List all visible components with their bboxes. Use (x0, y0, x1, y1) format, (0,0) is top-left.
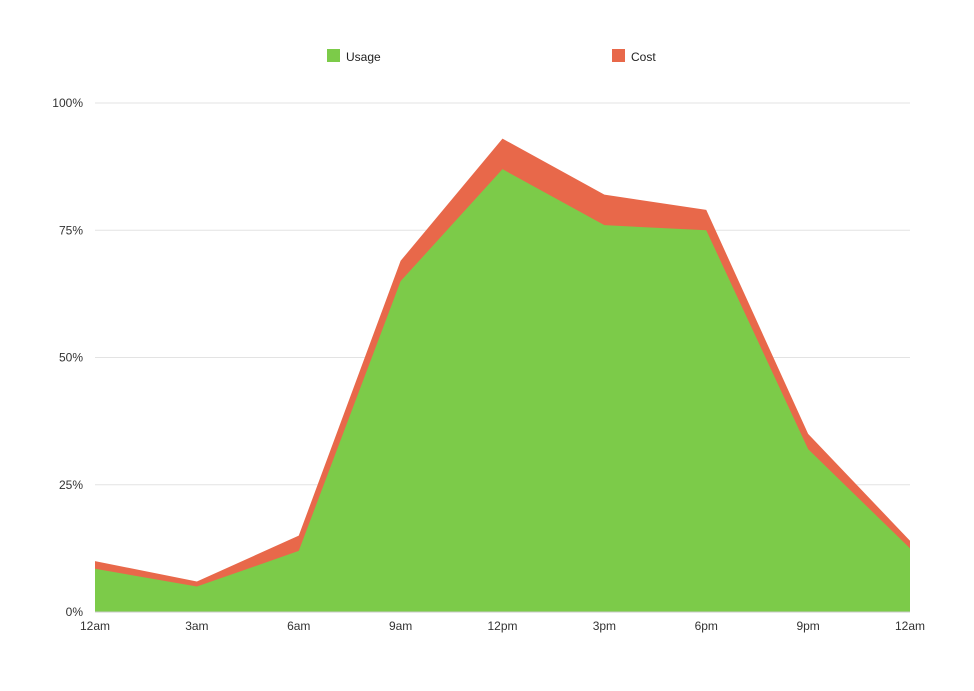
y-tick-label: 0% (66, 605, 84, 619)
y-tick-label: 25% (59, 478, 83, 492)
area-usage (95, 169, 910, 613)
x-tick-label: 3am (185, 619, 208, 633)
x-tick-label: 3pm (593, 619, 616, 633)
y-tick-label: 50% (59, 351, 83, 365)
x-tick-label: 6pm (695, 619, 718, 633)
legend-swatch-cost (612, 49, 625, 62)
legend-label-usage: Usage (346, 50, 381, 64)
x-tick-label: 12am (895, 619, 925, 633)
x-tick-label: 12am (80, 619, 110, 633)
y-tick-label: 75% (59, 223, 83, 237)
x-tick-label: 9pm (796, 619, 819, 633)
x-tick-label: 9am (389, 619, 412, 633)
x-tick-label: 12pm (487, 619, 517, 633)
x-tick-label: 6am (287, 619, 310, 633)
legend-label-cost: Cost (631, 50, 656, 64)
y-tick-label: 100% (52, 96, 83, 110)
legend-swatch-usage (327, 49, 340, 62)
